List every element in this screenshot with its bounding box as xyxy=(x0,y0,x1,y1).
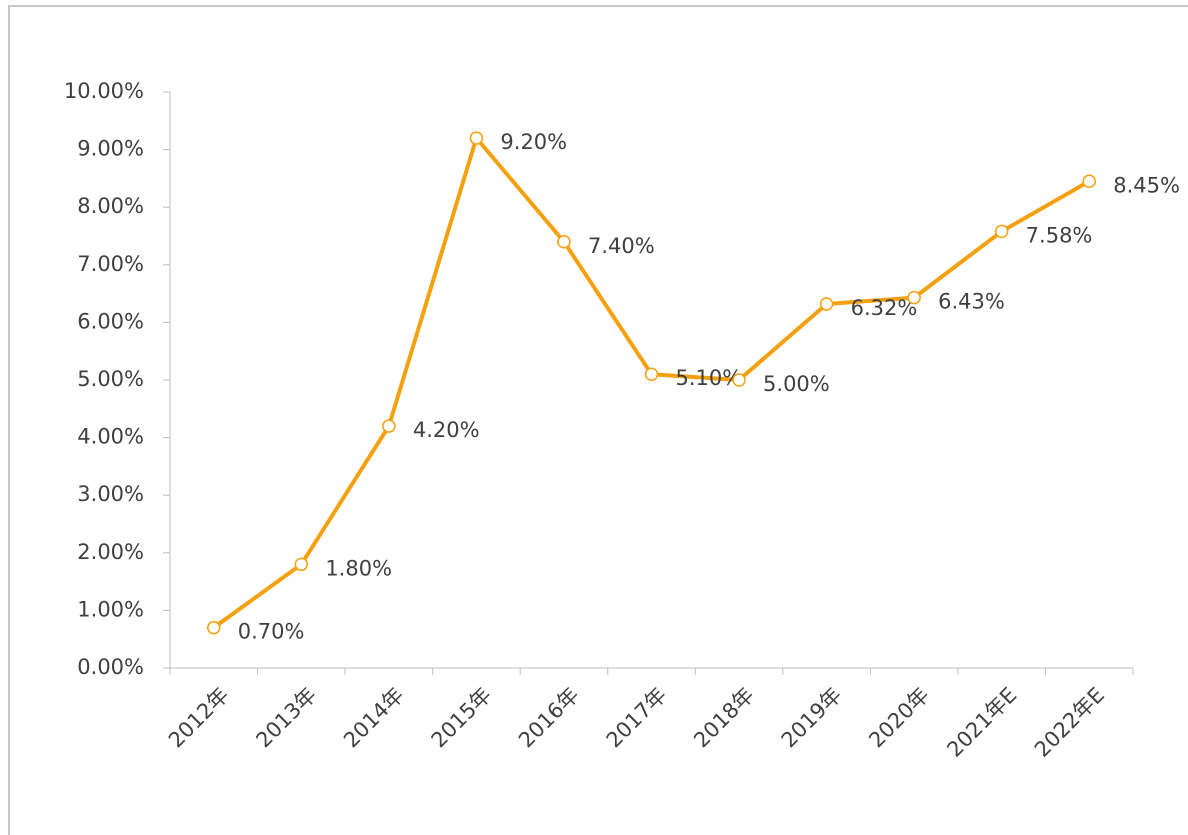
marker xyxy=(907,290,921,305)
marker xyxy=(644,367,659,381)
x-tick-label: 2020年 xyxy=(864,683,934,753)
frame xyxy=(8,5,1188,835)
data-label: 6.32% xyxy=(851,296,918,320)
marker xyxy=(557,235,571,249)
x-tick-label: 2016年 xyxy=(514,683,584,753)
y-tick-label: 7.00% xyxy=(77,252,144,276)
y-tick-label: 9.00% xyxy=(77,137,144,161)
x-tick-label: 2012年 xyxy=(164,683,234,753)
x-tick-label: 2014年 xyxy=(339,683,409,753)
x-tick-label: 2015年 xyxy=(427,683,497,753)
x-tick-label: 2017年 xyxy=(602,683,672,753)
marker xyxy=(207,620,221,635)
data-label: 7.58% xyxy=(1026,223,1093,247)
marker xyxy=(294,557,309,572)
x-tick-label: 2022年E xyxy=(1030,683,1109,762)
y-tick-label: 2.00% xyxy=(77,540,144,564)
line xyxy=(212,136,1091,630)
y-tick-label: 1.00% xyxy=(77,597,144,621)
y-tick-label: 5.00% xyxy=(77,367,144,391)
y-tick-label: 6.00% xyxy=(77,309,144,333)
data-label: 6.43% xyxy=(938,290,1005,314)
marker xyxy=(382,419,396,433)
data-label: 4.20% xyxy=(413,418,480,442)
data-label: 5.00% xyxy=(763,372,830,396)
data-label: 1.80% xyxy=(325,556,392,580)
y-tick-label: 0.00% xyxy=(77,655,144,679)
data-label: 8.45% xyxy=(1113,173,1180,197)
x-tick-label: 2021年E xyxy=(942,683,1021,762)
x-tick-label: 2019年 xyxy=(777,683,847,753)
data-label: 7.40% xyxy=(588,234,655,258)
y-tick-label: 4.00% xyxy=(77,425,144,449)
y-tick-label: 10.00% xyxy=(64,79,144,103)
x-tick-label: 2018年 xyxy=(689,683,759,753)
y-tick-label: 8.00% xyxy=(77,194,144,218)
x-tick-label: 2013年 xyxy=(251,683,321,753)
data-label: 9.20% xyxy=(500,130,567,154)
marker xyxy=(1082,174,1096,189)
y-tick-label: 3.00% xyxy=(77,482,144,506)
data-label: 0.70% xyxy=(238,620,305,644)
marker xyxy=(469,131,484,145)
data-label: 5.10% xyxy=(676,366,743,390)
marker xyxy=(994,224,1009,239)
marker xyxy=(732,373,746,387)
marker xyxy=(819,297,834,311)
